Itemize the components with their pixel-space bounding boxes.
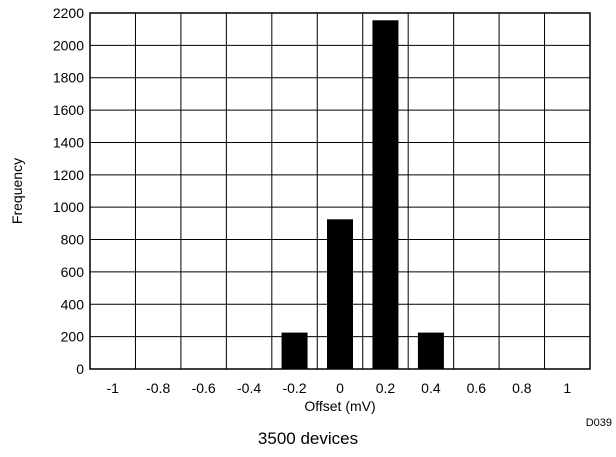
y-tick-label: 400 [61,296,85,312]
x-tick-label: 0.2 [376,380,396,396]
x-axis-title: Offset (mV) [304,398,375,414]
x-tick-label: -0.8 [146,380,170,396]
y-tick-label: 1800 [53,70,84,86]
y-tick-label: 200 [61,329,85,345]
y-tick-label: 1200 [53,167,84,183]
bar--0.2 [281,332,308,369]
x-tick-label: -0.4 [237,380,261,396]
y-tick-label: 1000 [53,199,84,215]
bar-0.2 [372,20,399,369]
y-tick-label: 600 [61,264,85,280]
chart-caption: 3500 devices [257,429,359,448]
y-tick-label: 800 [61,232,85,248]
bar-0 [327,219,353,369]
y-tick-labels: 0 200 400 600 800 1000 1200 1400 1600 1800 2000 220… [53,5,84,377]
x-tick-label: 1 [563,380,571,396]
x-tick-label: 0 [336,380,344,396]
x-tick-label: -0.2 [282,380,306,396]
figure-id-label: D039 [586,417,612,429]
x-tick-label: 0.8 [512,380,532,396]
x-tick-label: 0.6 [467,380,487,396]
x-tick-label: -1 [107,380,120,396]
x-tick-label: 0.4 [421,380,441,396]
y-axis-title: Frequency [9,158,25,224]
plot-frame [89,12,591,370]
bar-0.4 [417,332,444,369]
x-tick-label: -0.6 [192,380,216,396]
y-tick-label: 1400 [53,134,84,150]
y-tick-label: 2000 [53,37,84,53]
histogram-bars [281,20,444,369]
y-tick-label: 0 [76,361,84,377]
y-tick-label: 2200 [53,5,84,21]
y-tick-label: 1600 [53,102,84,118]
x-tick-labels: -1 -0.8 -0.6 -0.4 -0.2 0 0.2 0.4 0.6 0.8 1 [107,380,572,396]
